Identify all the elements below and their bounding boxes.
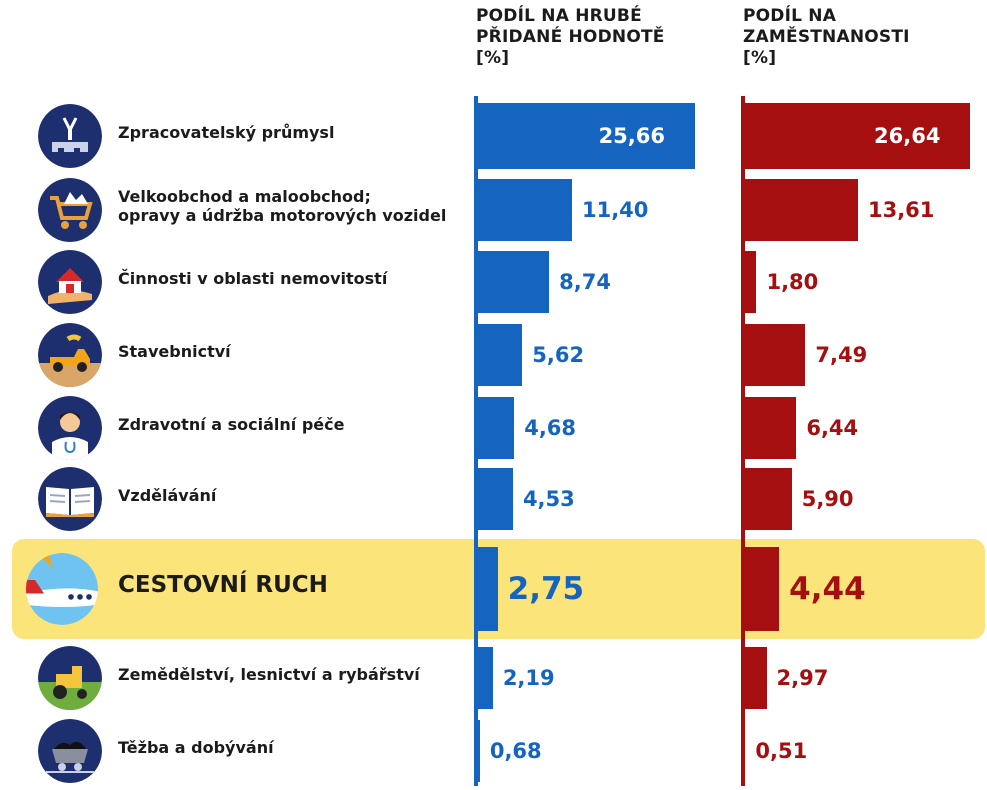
employment-value-label: 0,51 xyxy=(755,739,808,763)
category-label-line: Činnosti v oblasti nemovitostí xyxy=(118,268,388,288)
employment-bar xyxy=(741,103,970,169)
dump-truck-icon xyxy=(38,323,102,387)
shopping-cart-icon xyxy=(38,178,102,242)
factory-icon xyxy=(38,104,102,168)
employment-bar xyxy=(741,647,767,709)
emp-header-line2: ZAMĚSTNANOSTI xyxy=(743,27,910,47)
employment-value-label: 6,44 xyxy=(806,416,859,440)
mine-cart-icon xyxy=(38,719,102,783)
category-label-line: Zpracovatelský průmysl xyxy=(118,122,335,142)
employment-column-header: PODÍL NA ZAMĚSTNANOSTI [%] xyxy=(743,6,910,69)
category-label-line: Velkoobchod a maloobchod; xyxy=(118,187,371,206)
gva-value-label: 0,68 xyxy=(489,739,542,763)
category-label: Stavebnictví xyxy=(118,342,231,361)
gva-value-label: 5,62 xyxy=(532,343,585,367)
emp-header-line1: PODÍL NA xyxy=(743,6,837,26)
gva-column-header: PODÍL NA HRUBÉ PŘIDANÉ HODNOTĚ [%] xyxy=(476,6,665,69)
gva-bar xyxy=(474,324,523,386)
category-label: Činnosti v oblasti nemovitostí xyxy=(118,269,387,288)
gva-value-label: 4,53 xyxy=(522,487,575,511)
category-label-line: CESTOVNÍ RUCH xyxy=(118,572,328,598)
category-label-line: opravy a údržba motorových vozidel xyxy=(118,206,447,225)
category-label: Zdravotní a sociální péče xyxy=(118,415,344,434)
gva-value-label: 25,66 xyxy=(598,124,665,148)
employment-bar xyxy=(741,547,780,631)
category-label-line: Těžba a dobývání xyxy=(118,737,274,757)
category-label: CESTOVNÍ RUCH xyxy=(118,571,328,599)
gva-value-label: 8,74 xyxy=(559,270,611,294)
book-icon xyxy=(38,467,102,531)
category-label: Těžba a dobývání xyxy=(118,738,274,757)
gva-value-label: 4,68 xyxy=(524,416,577,440)
gva-bar xyxy=(474,397,515,459)
category-label-line: Vzdělávání xyxy=(118,485,217,505)
gva-header-line1: PODÍL NA HRUBÉ xyxy=(476,6,642,26)
category-label: Vzdělávání xyxy=(118,486,216,505)
employment-value-label: 7,49 xyxy=(815,343,868,367)
employment-bar xyxy=(741,251,757,313)
gva-header-line2: PŘIDANÉ HODNOTĚ xyxy=(476,27,665,47)
category-label-line: Zemědělství, lesnictví a rybářství xyxy=(118,664,420,684)
gva-bar xyxy=(474,547,498,631)
tractor-icon xyxy=(38,646,102,710)
airplane-icon xyxy=(26,553,98,625)
emp-header-unit: [%] xyxy=(743,48,777,68)
employment-value-label: 1,80 xyxy=(766,270,819,294)
employment-bar xyxy=(741,468,792,530)
gva-bar xyxy=(474,179,572,241)
employment-bar xyxy=(741,324,806,386)
category-label-line: Stavebnictví xyxy=(118,341,231,361)
gva-value-label: 2,75 xyxy=(507,571,585,607)
category-label: Zemědělství, lesnictví a rybářství xyxy=(118,665,420,684)
employment-value-label: 26,64 xyxy=(874,124,941,148)
employment-value-label: 5,90 xyxy=(801,487,854,511)
gva-value-label: 11,40 xyxy=(581,198,649,222)
gva-header-unit: [%] xyxy=(476,48,510,68)
gva-bar xyxy=(474,647,493,709)
category-label: Velkoobchod a maloobchod; opravy a údržba… xyxy=(118,187,446,225)
gva-bar xyxy=(474,468,513,530)
category-label-line: Zdravotní a sociální péče xyxy=(118,414,345,434)
employment-bar xyxy=(741,720,746,782)
employment-bar xyxy=(741,397,797,459)
gva-bar xyxy=(474,103,695,169)
employment-value-label: 13,61 xyxy=(867,198,935,222)
gva-bar xyxy=(474,720,480,782)
gva-value-label: 2,19 xyxy=(502,666,555,690)
employment-value-label: 2,97 xyxy=(776,666,829,690)
employment-bar xyxy=(741,179,858,241)
highlight-band xyxy=(12,539,985,639)
house-in-hand-icon xyxy=(38,250,102,314)
employment-value-label: 4,44 xyxy=(789,571,866,607)
category-label: Zpracovatelský průmysl xyxy=(118,123,334,142)
gva-bar xyxy=(474,251,550,313)
doctor-icon xyxy=(38,396,102,460)
